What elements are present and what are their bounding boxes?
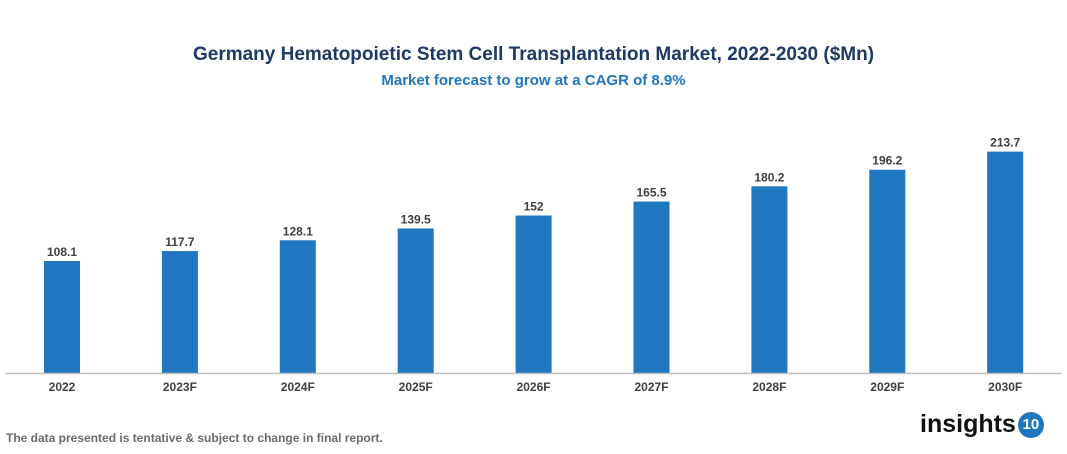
- data-label: 165.5: [636, 186, 666, 200]
- x-tick-label: 2029F: [870, 380, 904, 394]
- x-tick-label: 2025F: [399, 380, 433, 394]
- data-label: 128.1: [283, 224, 313, 238]
- logo-number: 10: [1017, 411, 1044, 438]
- x-tick-label: 2030F: [988, 380, 1022, 394]
- data-label: 117.7: [165, 235, 195, 249]
- data-label: 108.1: [47, 245, 77, 259]
- bar: [279, 240, 316, 373]
- x-tick-label: 2026F: [517, 380, 551, 394]
- bar: [987, 151, 1024, 373]
- data-label: 139.5: [401, 212, 431, 226]
- bar: [633, 201, 670, 373]
- bar: [161, 251, 198, 373]
- x-tick-label: 2028F: [752, 380, 786, 394]
- bar: [751, 186, 788, 373]
- chart-subtitle: Market forecast to grow at a CAGR of 8.9…: [381, 72, 686, 89]
- x-tick-label: 2027F: [634, 380, 668, 394]
- chart-title: Germany Hematopoietic Stem Cell Transpla…: [192, 44, 875, 65]
- bar: [44, 261, 80, 373]
- bar: [397, 228, 434, 373]
- logo-text: insights: [920, 410, 1016, 438]
- x-tick-label: 2022: [49, 380, 76, 394]
- bar: [515, 215, 552, 373]
- x-tick-label: 2023F: [163, 380, 197, 394]
- data-label: 213.7: [990, 136, 1020, 150]
- data-label: 152: [524, 200, 544, 214]
- x-tick-label: 2024F: [281, 380, 315, 394]
- insights10-logo: insights 10: [920, 410, 1044, 439]
- data-label: 180.2: [754, 170, 784, 184]
- disclaimer-text: The data presented is tentative & subjec…: [6, 431, 383, 445]
- bar: [869, 169, 906, 373]
- data-label: 196.2: [872, 154, 902, 168]
